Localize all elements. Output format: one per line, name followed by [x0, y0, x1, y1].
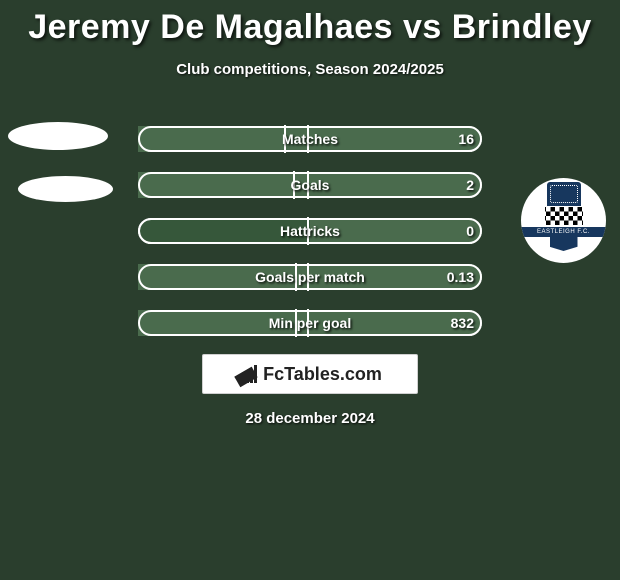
date-label: 28 december 2024 — [0, 410, 620, 427]
page-title: Jeremy De Magalhaes vs Brindley — [0, 0, 620, 47]
bar-label: Hattricks — [138, 218, 482, 244]
bar-row-min-per-goal: Min per goal 832 — [138, 310, 482, 336]
bar-value-right: 2 — [466, 172, 474, 198]
bar-value-right: 0.13 — [447, 264, 474, 290]
crest-shield-bottom — [550, 237, 578, 251]
bar-label: Goals — [138, 172, 482, 198]
crest-emblem-top — [547, 182, 581, 206]
crest-checker — [545, 207, 583, 225]
bar-label: Matches — [138, 126, 482, 152]
bar-row-hattricks: Hattricks 0 — [138, 218, 482, 244]
right-club-crest: EASTLEIGH F.C. — [521, 178, 606, 263]
page-subtitle: Club competitions, Season 2024/2025 — [0, 61, 620, 78]
bar-row-matches: Matches 16 — [138, 126, 482, 152]
chart-icon — [238, 365, 257, 383]
bar-row-goals: Goals 2 — [138, 172, 482, 198]
stats-bars: Matches 16 Goals 2 Hattricks 0 Goals per… — [138, 126, 482, 356]
crest-club-name: EASTLEIGH F.C. — [521, 227, 606, 237]
bar-label: Goals per match — [138, 264, 482, 290]
bar-row-goals-per-match: Goals per match 0.13 — [138, 264, 482, 290]
bar-label: Min per goal — [138, 310, 482, 336]
brand-text: FcTables.com — [263, 364, 382, 385]
brand-badge[interactable]: FcTables.com — [202, 354, 418, 394]
bar-value-right: 832 — [451, 310, 474, 336]
crest-circle: EASTLEIGH F.C. — [521, 178, 606, 263]
bar-value-right: 0 — [466, 218, 474, 244]
bar-value-right: 16 — [458, 126, 474, 152]
left-badge-placeholder-1 — [8, 122, 108, 150]
left-badge-placeholder-2 — [18, 176, 113, 202]
